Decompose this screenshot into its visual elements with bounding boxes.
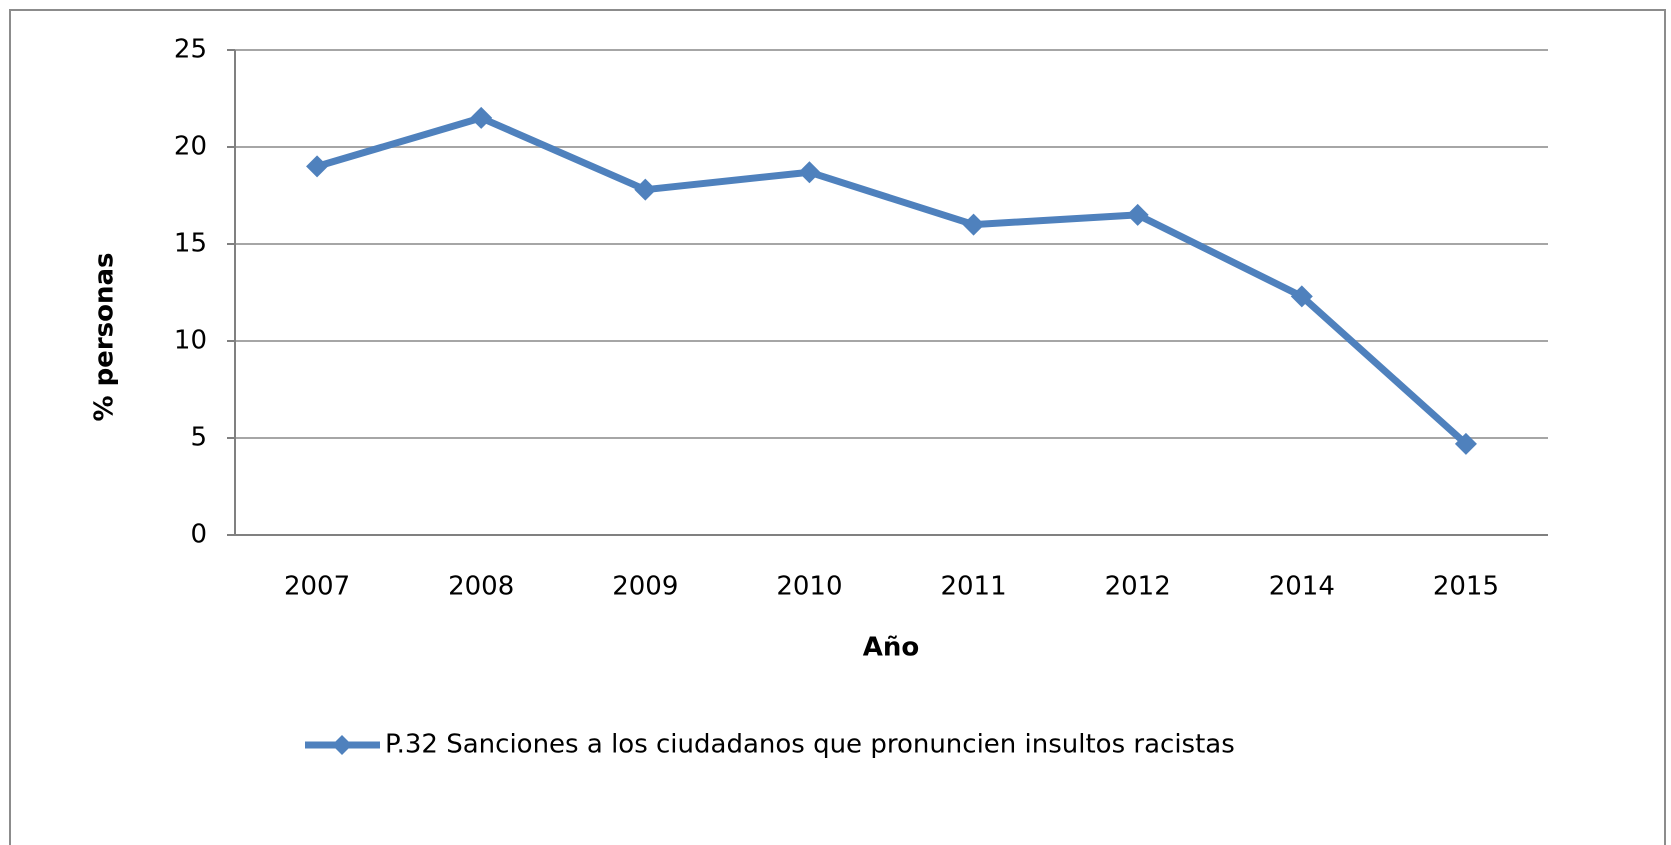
x-tick-label: 2015 [1433,572,1499,602]
series-line [316,114,1469,447]
legend-marker [332,735,352,755]
x-tick-label: 2007 [284,572,350,602]
point-marker [306,155,329,178]
x-tick-label: 2011 [940,572,1006,602]
x-axis-label: Año [863,633,920,663]
point-marker [1454,432,1477,455]
x-tick-label: 2014 [1269,572,1335,602]
point-marker [1290,285,1313,308]
y-tick-label: 15 [174,229,207,259]
point-marker [1126,203,1149,226]
y-tick-label: 20 [174,132,207,162]
y-tick-label: 25 [174,35,207,65]
point-marker [470,106,493,129]
y-tick-label: 0 [190,520,207,550]
chart-frame [9,9,1666,845]
y-tick-label: 5 [190,423,207,453]
legend-label: P.32 Sanciones a los ciudadanos que pron… [385,730,1235,760]
x-tick-label: 2008 [448,572,514,602]
point-marker [962,213,985,236]
x-tick-label: 2010 [776,572,842,602]
point-marker [634,178,657,201]
x-tick-label: 2009 [612,572,678,602]
x-tick-label: 2012 [1105,572,1171,602]
point-marker [798,161,821,184]
y-axis-label: % personas [90,252,120,421]
y-tick-label: 10 [174,326,207,356]
